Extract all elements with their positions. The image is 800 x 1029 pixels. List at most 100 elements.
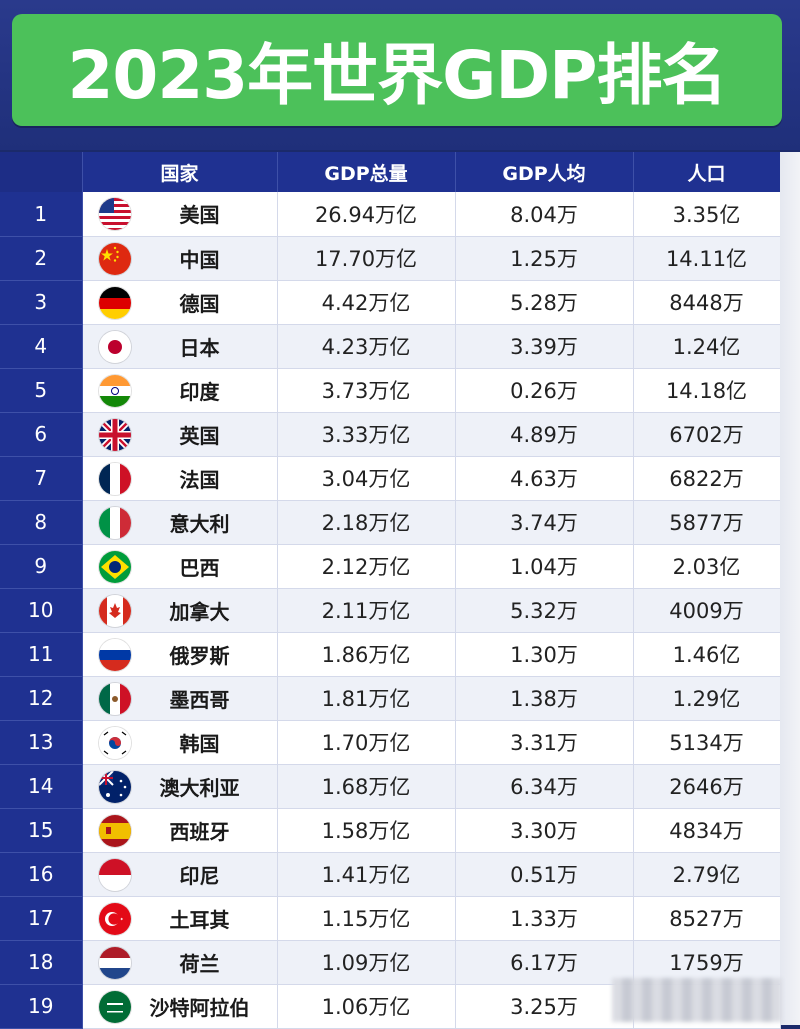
gdp-per-capita-cell: 5.28万	[455, 280, 634, 325]
population-cell: 4834万	[633, 808, 781, 853]
country-cell: 印尼	[82, 852, 278, 897]
table-header-row: 国家 GDP总量 GDP人均 人口	[0, 152, 781, 192]
country-cell: 德国	[82, 280, 278, 325]
rank-cell: 7	[0, 456, 83, 501]
gb-flag-icon	[98, 418, 131, 451]
rank-cell: 1	[0, 192, 83, 237]
br-flag-icon	[98, 550, 131, 583]
mx-flag-icon	[98, 682, 131, 715]
country-cell: 韩国	[82, 720, 278, 765]
gdp-per-capita-cell: 6.17万	[455, 940, 634, 985]
gdp-per-capita-cell: 3.74万	[455, 500, 634, 545]
population-cell: 4009万	[633, 588, 781, 633]
table-row: 3 德国 4.42万亿 5.28万 8448万	[0, 280, 781, 325]
country-name: 意大利	[169, 511, 230, 536]
country-name: 荷兰	[179, 951, 220, 976]
ca-flag-icon	[98, 594, 131, 627]
country-name: 西班牙	[169, 819, 230, 844]
rank-cell: 8	[0, 500, 83, 545]
gdp-total-cell: 2.12万亿	[277, 544, 456, 589]
population-cell: 1.24亿	[633, 324, 781, 369]
table-row: 8 意大利 2.18万亿 3.74万 5877万	[0, 500, 781, 545]
table-row: 2 中国 17.70万亿 1.25万 14.11亿	[0, 236, 781, 281]
population-cell: 14.18亿	[633, 368, 781, 413]
country-cell: 西班牙	[82, 808, 278, 853]
es-flag-icon	[98, 814, 131, 847]
country-name: 巴西	[179, 555, 220, 580]
gdp-per-capita-cell: 4.89万	[455, 412, 634, 457]
gdp-per-capita-cell: 1.25万	[455, 236, 634, 281]
gdp-total-cell: 1.15万亿	[277, 896, 456, 941]
gdp-total-cell: 17.70万亿	[277, 236, 456, 281]
country-cell: 俄罗斯	[82, 632, 278, 677]
header-country: 国家	[82, 152, 278, 192]
header-population: 人口	[633, 152, 781, 192]
rank-cell: 18	[0, 940, 83, 985]
gdp-per-capita-cell: 3.31万	[455, 720, 634, 765]
table-row: 13 韩国 1.70万亿 3.31万 5134万	[0, 720, 781, 765]
country-cell: 土耳其	[82, 896, 278, 941]
table-row: 16 印尼 1.41万亿 0.51万 2.79亿	[0, 852, 781, 897]
gdp-per-capita-cell: 6.34万	[455, 764, 634, 809]
table-row: 18 荷兰 1.09万亿 6.17万 1759万	[0, 940, 781, 985]
country-name: 日本	[179, 335, 220, 360]
header-rank	[0, 152, 83, 192]
gdp-per-capita-cell: 4.63万	[455, 456, 634, 501]
rank-cell: 11	[0, 632, 83, 677]
gdp-total-cell: 1.68万亿	[277, 764, 456, 809]
page-title: 2023年世界GDP排名	[67, 37, 727, 114]
kr-flag-icon	[98, 726, 131, 759]
gdp-per-capita-cell: 1.38万	[455, 676, 634, 721]
country-cell: 印度	[82, 368, 278, 413]
gdp-per-capita-cell: 1.30万	[455, 632, 634, 677]
gdp-total-cell: 1.41万亿	[277, 852, 456, 897]
rank-cell: 17	[0, 896, 83, 941]
table-row: 7 法国 3.04万亿 4.63万 6822万	[0, 456, 781, 501]
rank-cell: 15	[0, 808, 83, 853]
rank-cell: 2	[0, 236, 83, 281]
gdp-per-capita-cell: 5.32万	[455, 588, 634, 633]
gdp-per-capita-cell: 3.30万	[455, 808, 634, 853]
it-flag-icon	[98, 506, 131, 539]
table-row: 12 墨西哥 1.81万亿 1.38万 1.29亿	[0, 676, 781, 721]
table-row: 15 西班牙 1.58万亿 3.30万 4834万	[0, 808, 781, 853]
gdp-total-cell: 3.33万亿	[277, 412, 456, 457]
country-name: 法国	[179, 467, 220, 492]
de-flag-icon	[98, 286, 131, 319]
rank-cell: 19	[0, 984, 83, 1029]
rank-cell: 16	[0, 852, 83, 897]
cn-flag-icon	[98, 242, 131, 275]
country-cell: 沙特阿拉伯	[82, 984, 278, 1029]
tr-flag-icon	[98, 902, 131, 935]
gdp-total-cell: 2.18万亿	[277, 500, 456, 545]
country-name: 加拿大	[169, 599, 230, 624]
table-row: 14 澳大利亚 1.68万亿 6.34万 2646万	[0, 764, 781, 809]
country-name: 澳大利亚	[159, 775, 240, 800]
table-row: 4 日本 4.23万亿 3.39万 1.24亿	[0, 324, 781, 369]
country-name: 印尼	[179, 863, 220, 888]
table-row: 17 土耳其 1.15万亿 1.33万 8527万	[0, 896, 781, 941]
country-name: 德国	[179, 291, 220, 316]
title-box: 2023年世界GDP排名	[12, 14, 782, 126]
gdp-total-cell: 1.58万亿	[277, 808, 456, 853]
country-name: 中国	[179, 247, 220, 272]
gdp-total-cell: 1.09万亿	[277, 940, 456, 985]
country-cell: 荷兰	[82, 940, 278, 985]
gdp-total-cell: 3.73万亿	[277, 368, 456, 413]
population-cell: 2646万	[633, 764, 781, 809]
rank-cell: 13	[0, 720, 83, 765]
population-cell: 6822万	[633, 456, 781, 501]
gdp-total-cell: 3.04万亿	[277, 456, 456, 501]
gdp-total-cell: 26.94万亿	[277, 192, 456, 237]
country-name: 土耳其	[169, 907, 230, 932]
rank-cell: 5	[0, 368, 83, 413]
table-row: 9 巴西 2.12万亿 1.04万 2.03亿	[0, 544, 781, 589]
country-cell: 意大利	[82, 500, 278, 545]
country-cell: 加拿大	[82, 588, 278, 633]
table-row: 11 俄罗斯 1.86万亿 1.30万 1.46亿	[0, 632, 781, 677]
table-row: 1 美国 26.94万亿 8.04万 3.35亿	[0, 192, 781, 237]
population-cell: 5134万	[633, 720, 781, 765]
fr-flag-icon	[98, 462, 131, 495]
rank-cell: 4	[0, 324, 83, 369]
country-name: 韩国	[179, 731, 220, 756]
